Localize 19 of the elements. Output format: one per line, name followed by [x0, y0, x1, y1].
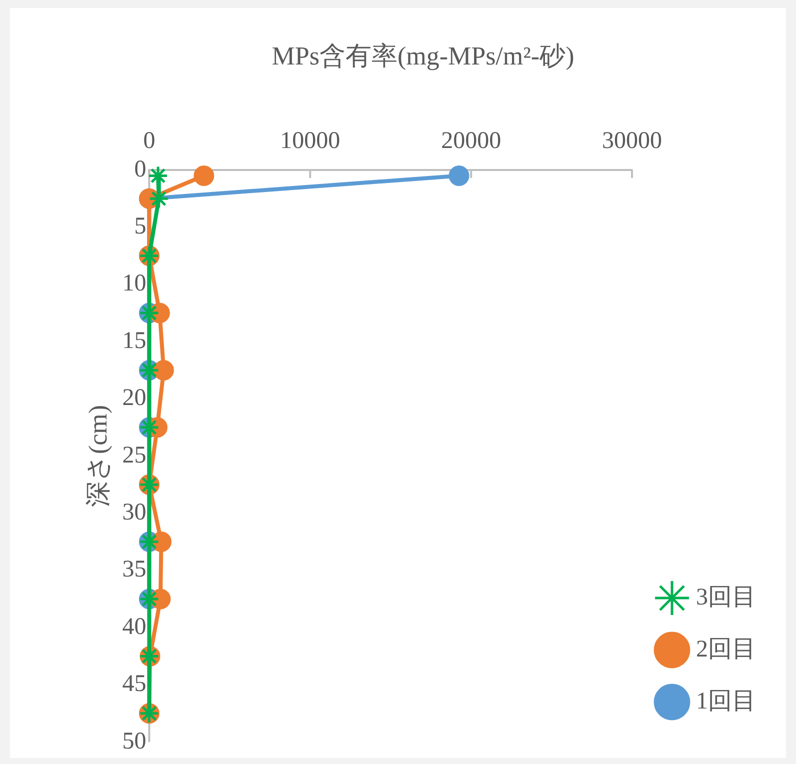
y-tick-label: 20: [122, 385, 146, 412]
x-tick-label: 20000: [441, 128, 502, 154]
legend-label: 1回目: [696, 688, 756, 714]
y-tick-label: 40: [122, 614, 146, 640]
y-tick-label: 35: [122, 556, 146, 583]
x-tick-label: 30000: [602, 128, 662, 154]
y-axis-title: 深さ(cm): [83, 404, 112, 508]
y-tick-label: 0: [134, 156, 146, 182]
y-tick-label: 45: [122, 671, 146, 698]
y-tick-label: 30: [122, 499, 146, 526]
y-tick-label: 10: [122, 270, 146, 297]
y-tick-label: 50: [122, 728, 146, 754]
x-tick-label: 10000: [280, 128, 340, 154]
y-tick-label: 5: [134, 213, 146, 240]
legend-label: 2回目: [696, 636, 756, 662]
y-tick-label: 25: [122, 442, 146, 468]
chart-title: MPs含有率(mg-MPs/m²-砂): [272, 41, 574, 70]
y-tick-label: 15: [122, 328, 146, 354]
legend-label: 3回目: [696, 584, 756, 610]
